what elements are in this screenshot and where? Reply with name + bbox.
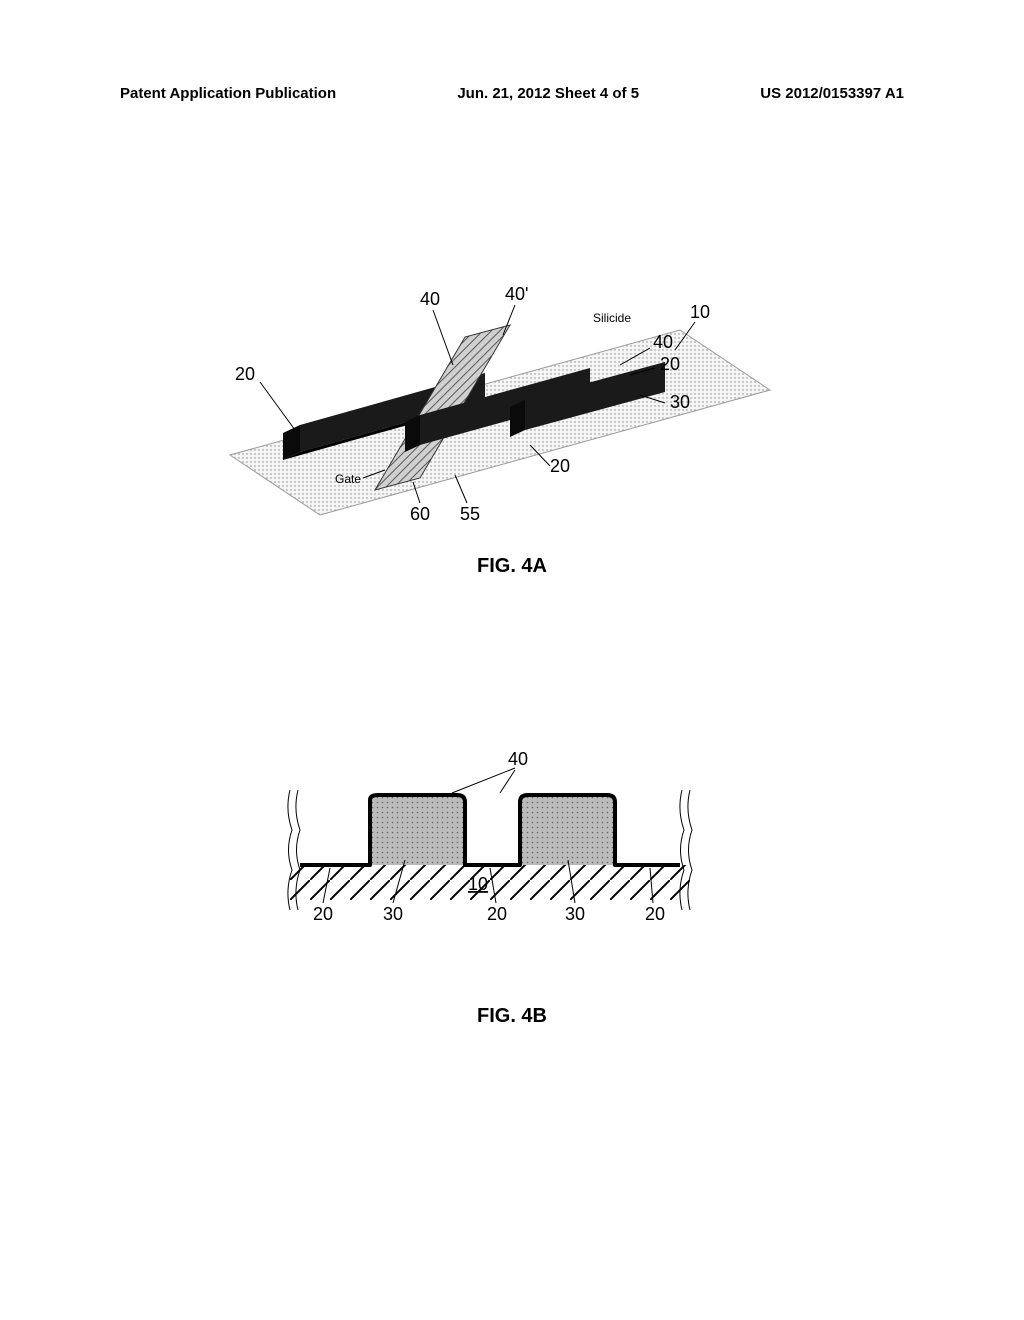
- ref-30b: 30: [565, 904, 585, 924]
- header-right: US 2012/0153397 A1: [760, 85, 904, 102]
- figure-4a: 20 40 40' Silicide 10 40 20 30 20 Gate 6…: [205, 260, 780, 540]
- header-center: Jun. 21, 2012 Sheet 4 of 5: [457, 85, 639, 102]
- ref-20a: 20: [235, 364, 255, 384]
- fin-left: [370, 795, 465, 865]
- ref-20c: 20: [660, 354, 680, 374]
- ref-30: 30: [670, 392, 690, 412]
- ref-40prime: 40': [505, 284, 528, 304]
- ref-30a: 30: [383, 904, 403, 924]
- ref-20b: 20: [487, 904, 507, 924]
- fig-4a-svg: 20 40 40' Silicide 10 40 20 30 20 Gate 6…: [205, 260, 780, 540]
- label-gate: Gate: [335, 472, 361, 486]
- label-silicide: Silicide: [593, 311, 631, 325]
- fig-4b-svg: 40 10 20 30 20 30 20: [250, 720, 730, 970]
- fin-right: [520, 795, 615, 865]
- silicide-layer: [300, 795, 680, 865]
- ref-40: 40: [508, 749, 528, 769]
- ref-40b: 40: [653, 332, 673, 352]
- ref-10: 10: [690, 302, 710, 322]
- ref-20c: 20: [645, 904, 665, 924]
- ref-20a: 20: [313, 904, 333, 924]
- ref-40a: 40: [420, 289, 440, 309]
- ref-10: 10: [468, 874, 488, 894]
- ref-20b: 20: [550, 456, 570, 476]
- figure-4b: 40 10 20 30 20 30 20: [250, 720, 730, 970]
- page-header: Patent Application Publication Jun. 21, …: [0, 85, 1024, 102]
- fig-4b-label: FIG. 4B: [477, 1005, 547, 1028]
- header-left: Patent Application Publication: [120, 85, 336, 102]
- ref-55: 55: [460, 504, 480, 524]
- fig-4a-label: FIG. 4A: [477, 555, 547, 578]
- ref-60: 60: [410, 504, 430, 524]
